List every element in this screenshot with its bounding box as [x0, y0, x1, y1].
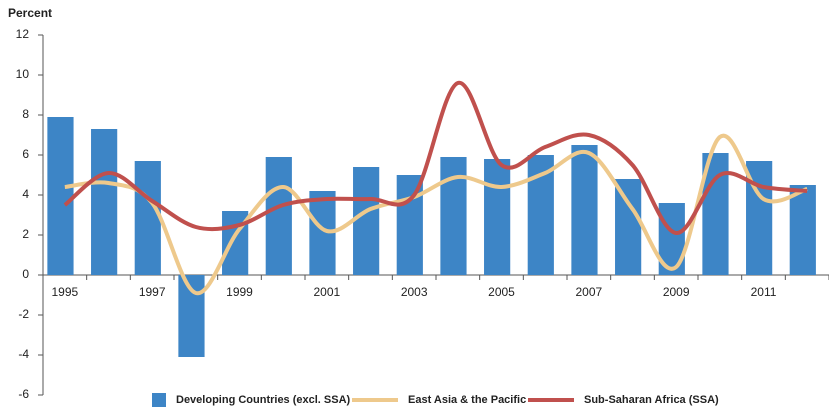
y-tick-label: -4	[18, 347, 29, 361]
bar	[47, 117, 74, 275]
bar	[615, 179, 642, 275]
bar	[571, 145, 598, 275]
legend-label: East Asia & the Pacific	[408, 394, 526, 406]
bar	[265, 157, 292, 275]
y-tick-label: 10	[16, 67, 30, 81]
bar	[789, 185, 816, 275]
legend-swatch	[152, 393, 166, 407]
y-tick-label: 0	[22, 267, 29, 281]
y-tick-label: 6	[22, 147, 29, 161]
y-axis-label: Percent	[8, 6, 52, 20]
y-tick-label: 12	[16, 27, 30, 41]
x-tick-label: 1995	[51, 285, 78, 299]
x-tick-label: 2007	[575, 285, 602, 299]
x-tick-label: 2009	[663, 285, 690, 299]
bar	[440, 157, 467, 275]
y-tick-label: 4	[22, 187, 29, 201]
legend-label: Sub-Saharan Africa (SSA)	[584, 394, 719, 406]
x-tick-label: 2005	[488, 285, 515, 299]
bar	[91, 129, 118, 275]
x-tick-label: 1999	[226, 285, 253, 299]
x-tick-label: 1997	[139, 285, 166, 299]
bar	[134, 161, 161, 275]
y-tick-label: -2	[18, 307, 29, 321]
legend-label: Developing Countries (excl. SSA)	[176, 394, 351, 406]
bar	[353, 167, 380, 275]
x-tick-label: 2011	[751, 285, 777, 299]
bar	[484, 159, 511, 275]
y-tick-label: 8	[22, 107, 29, 121]
y-tick-label: -6	[18, 387, 29, 401]
y-tick-label: 2	[22, 227, 29, 241]
line	[63, 81, 808, 235]
x-tick-label: 2003	[401, 285, 428, 299]
x-tick-label: 2001	[313, 285, 340, 299]
